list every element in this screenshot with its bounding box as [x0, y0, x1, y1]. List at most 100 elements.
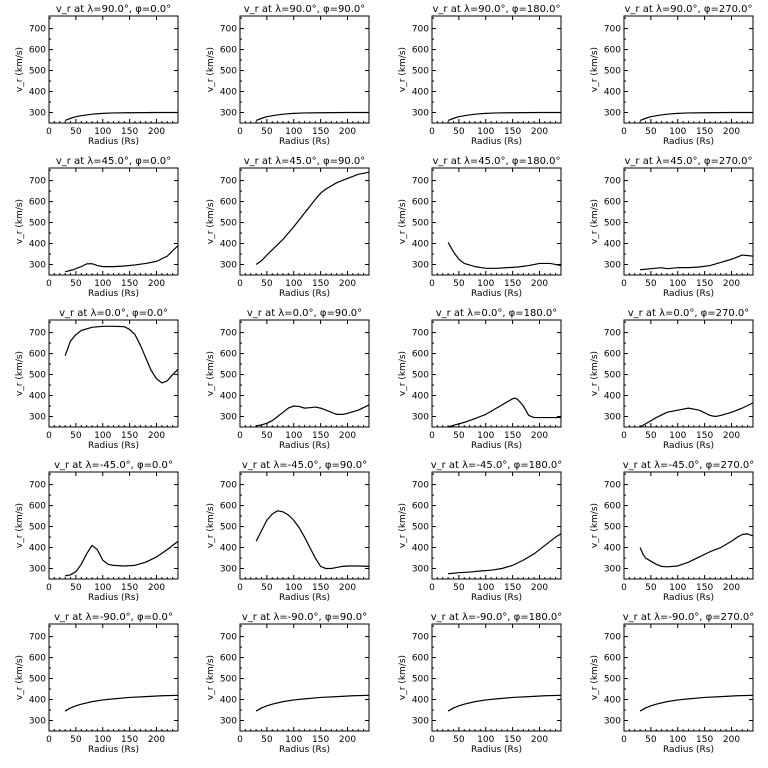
x-tick-label: 0 [621, 279, 627, 289]
y-tick-label: 500 [220, 219, 237, 229]
y-axis-title: v_r (km/s) [206, 351, 216, 396]
plot-frame [48, 167, 179, 276]
x-tick-label: 200 [723, 735, 740, 745]
plot-frame [239, 471, 370, 580]
y-tick-label: 700 [604, 177, 621, 187]
x-tick-label: 50 [70, 431, 82, 441]
y-tick-label: 500 [220, 523, 237, 533]
y-tick-label: 700 [412, 633, 429, 643]
series-line [639, 402, 754, 428]
x-axis-title: Radius (Rs) [471, 441, 522, 451]
panel-title: v_r at λ=-45.0°, φ=90.0° [242, 460, 367, 471]
series-line [640, 254, 754, 271]
x-axis-title: Radius (Rs) [279, 593, 330, 603]
chart-panel: 0 50 100 150 200 300 400 500 600 700 v_r at λ=0.0°… [398, 308, 562, 451]
y-tick-label: 600 [220, 502, 237, 512]
x-tick-label: 50 [453, 279, 465, 289]
y-tick-label: 700 [29, 633, 46, 643]
x-tick-label: 100 [477, 279, 494, 289]
y-axis-title: v_r (km/s) [398, 503, 408, 548]
x-tick-label: 150 [696, 583, 713, 593]
x-tick-label: 200 [531, 279, 548, 289]
x-tick-label: 0 [46, 735, 52, 745]
x-tick-label: 200 [723, 431, 740, 441]
x-tick-label: 150 [312, 127, 329, 137]
plot-frame [431, 319, 562, 428]
x-tick-label: 150 [696, 431, 713, 441]
x-tick-label: 200 [339, 127, 356, 137]
x-tick-label: 100 [94, 431, 111, 441]
x-tick-label: 150 [312, 583, 329, 593]
y-tick-label: 500 [604, 371, 621, 381]
series-line [255, 111, 369, 122]
x-tick-label: 100 [477, 127, 494, 137]
y-axis-title: v_r (km/s) [206, 655, 216, 700]
x-tick-label: 100 [669, 279, 686, 289]
plot-frame [48, 623, 179, 732]
series-line [448, 533, 562, 575]
panel-title: v_r at λ=45.0°, φ=90.0° [244, 156, 366, 167]
y-tick-label: 500 [604, 67, 621, 77]
y-tick-label: 500 [604, 219, 621, 229]
chart-panel: 0 50 100 150 200 300 400 500 600 700 v_r at λ=0.0°… [590, 308, 754, 451]
series-line [639, 111, 753, 122]
x-tick-label: 100 [285, 431, 302, 441]
panel-title: v_r at λ=-90.0°, φ=0.0° [54, 612, 173, 623]
x-tick-label: 200 [531, 431, 548, 441]
x-axis-title: Radius (Rs) [663, 745, 714, 755]
x-tick-label: 200 [531, 735, 548, 745]
y-tick-label: 400 [412, 392, 429, 402]
y-tick-label: 400 [29, 544, 46, 554]
series-line [255, 171, 370, 266]
x-tick-label: 0 [46, 279, 52, 289]
x-tick-label: 50 [70, 735, 82, 745]
y-tick-label: 400 [604, 392, 621, 402]
y-tick-label: 300 [220, 109, 237, 119]
x-tick-label: 0 [429, 127, 435, 137]
series-line [639, 533, 754, 568]
x-tick-label: 100 [94, 127, 111, 137]
chart-panel: 0 50 100 150 200 300 400 500 600 700 v_r at λ=90.0… [398, 4, 562, 147]
x-tick-label: 200 [148, 127, 165, 137]
y-tick-label: 600 [220, 198, 237, 208]
y-tick-label: 600 [412, 198, 429, 208]
x-tick-label: 150 [121, 127, 138, 137]
y-tick-label: 400 [29, 392, 46, 402]
x-tick-label: 0 [621, 583, 627, 593]
y-axis-title: v_r (km/s) [590, 199, 600, 244]
y-tick-label: 300 [220, 261, 237, 271]
y-tick-label: 600 [220, 654, 237, 664]
y-tick-label: 600 [604, 502, 621, 512]
chart-panel: 0 50 100 150 200 300 400 500 600 700 v_r at λ=45.0… [15, 156, 179, 299]
x-axis-title: Radius (Rs) [88, 289, 139, 299]
x-tick-label: 150 [696, 127, 713, 137]
series-line [64, 694, 179, 712]
y-tick-label: 300 [604, 109, 621, 119]
chart-panel: 0 50 100 150 200 300 400 500 600 700 v_r at λ=0.0°… [206, 308, 370, 451]
y-tick-label: 300 [29, 109, 46, 119]
y-axis-title: v_r (km/s) [398, 47, 408, 92]
plot-frame [431, 623, 562, 732]
y-tick-label: 600 [412, 46, 429, 56]
x-tick-label: 200 [148, 431, 165, 441]
x-tick-label: 100 [285, 583, 302, 593]
x-tick-label: 0 [46, 127, 52, 137]
y-tick-label: 600 [412, 350, 429, 360]
x-tick-label: 150 [504, 735, 521, 745]
y-axis-title: v_r (km/s) [398, 199, 408, 244]
y-axis-title: v_r (km/s) [15, 503, 25, 548]
y-tick-label: 300 [220, 717, 237, 727]
y-tick-label: 500 [29, 523, 46, 533]
x-axis-title: Radius (Rs) [88, 745, 139, 755]
y-tick-label: 400 [604, 240, 621, 250]
chart-panel: 0 50 100 150 200 300 400 500 600 700 v_r at λ=-45.… [206, 460, 370, 603]
y-tick-label: 400 [604, 544, 621, 554]
y-tick-label: 500 [412, 523, 429, 533]
series-line [64, 111, 178, 122]
plot-frame [48, 15, 179, 124]
x-axis-title: Radius (Rs) [663, 137, 714, 147]
chart-panel: 0 50 100 150 200 300 400 500 600 700 v_r at λ=90.0… [590, 4, 754, 147]
y-tick-label: 500 [604, 523, 621, 533]
y-tick-label: 700 [29, 329, 46, 339]
